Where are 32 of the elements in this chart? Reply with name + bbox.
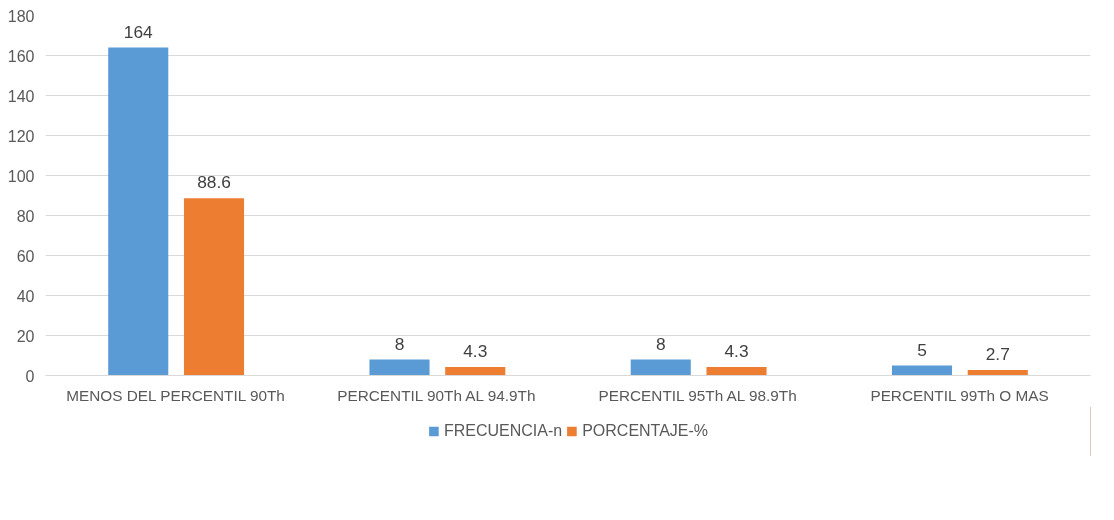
data-label: 8	[655, 333, 666, 354]
x-tick-label: PERCENTIL 90Th AL 94.9Th	[337, 386, 536, 404]
data-label: 88.6	[197, 172, 231, 193]
data-label: 4.3	[724, 340, 749, 361]
y-tick-label: 40	[16, 287, 35, 305]
y-tick-label: 100	[7, 167, 35, 185]
bar	[369, 359, 430, 376]
bar	[445, 366, 506, 376]
bar	[891, 365, 953, 376]
data-label: 8	[394, 333, 405, 354]
bar	[183, 198, 245, 376]
y-tick-label: 140	[7, 87, 35, 105]
x-tick-label: PERCENTIL 95Th AL 98.9Th	[598, 386, 797, 404]
y-tick-label: 0	[25, 367, 35, 385]
y-tick-label: 160	[7, 47, 35, 65]
x-tick-label: PERCENTIL 99Th O MAS	[870, 386, 1049, 404]
legend-label: PORCENTAJE-%	[582, 422, 709, 440]
y-tick-label: 20	[16, 327, 35, 345]
y-tick-label: 80	[16, 207, 35, 225]
y-tick-label: 120	[7, 127, 35, 145]
x-tick-label: MENOS DEL PERCENTIL 90Th	[66, 386, 285, 404]
bar	[706, 366, 767, 376]
y-tick-label: 60	[16, 247, 35, 265]
bar	[630, 359, 691, 376]
bar	[108, 47, 169, 376]
data-label: 5	[917, 339, 927, 360]
bar	[967, 370, 1028, 376]
data-label: 4.3	[463, 340, 488, 361]
legend-label: FRECUENCIA-n	[443, 422, 563, 440]
data-label: 164	[123, 21, 154, 42]
data-label: 2.7	[985, 344, 1010, 365]
y-tick-label: 180	[7, 7, 35, 25]
